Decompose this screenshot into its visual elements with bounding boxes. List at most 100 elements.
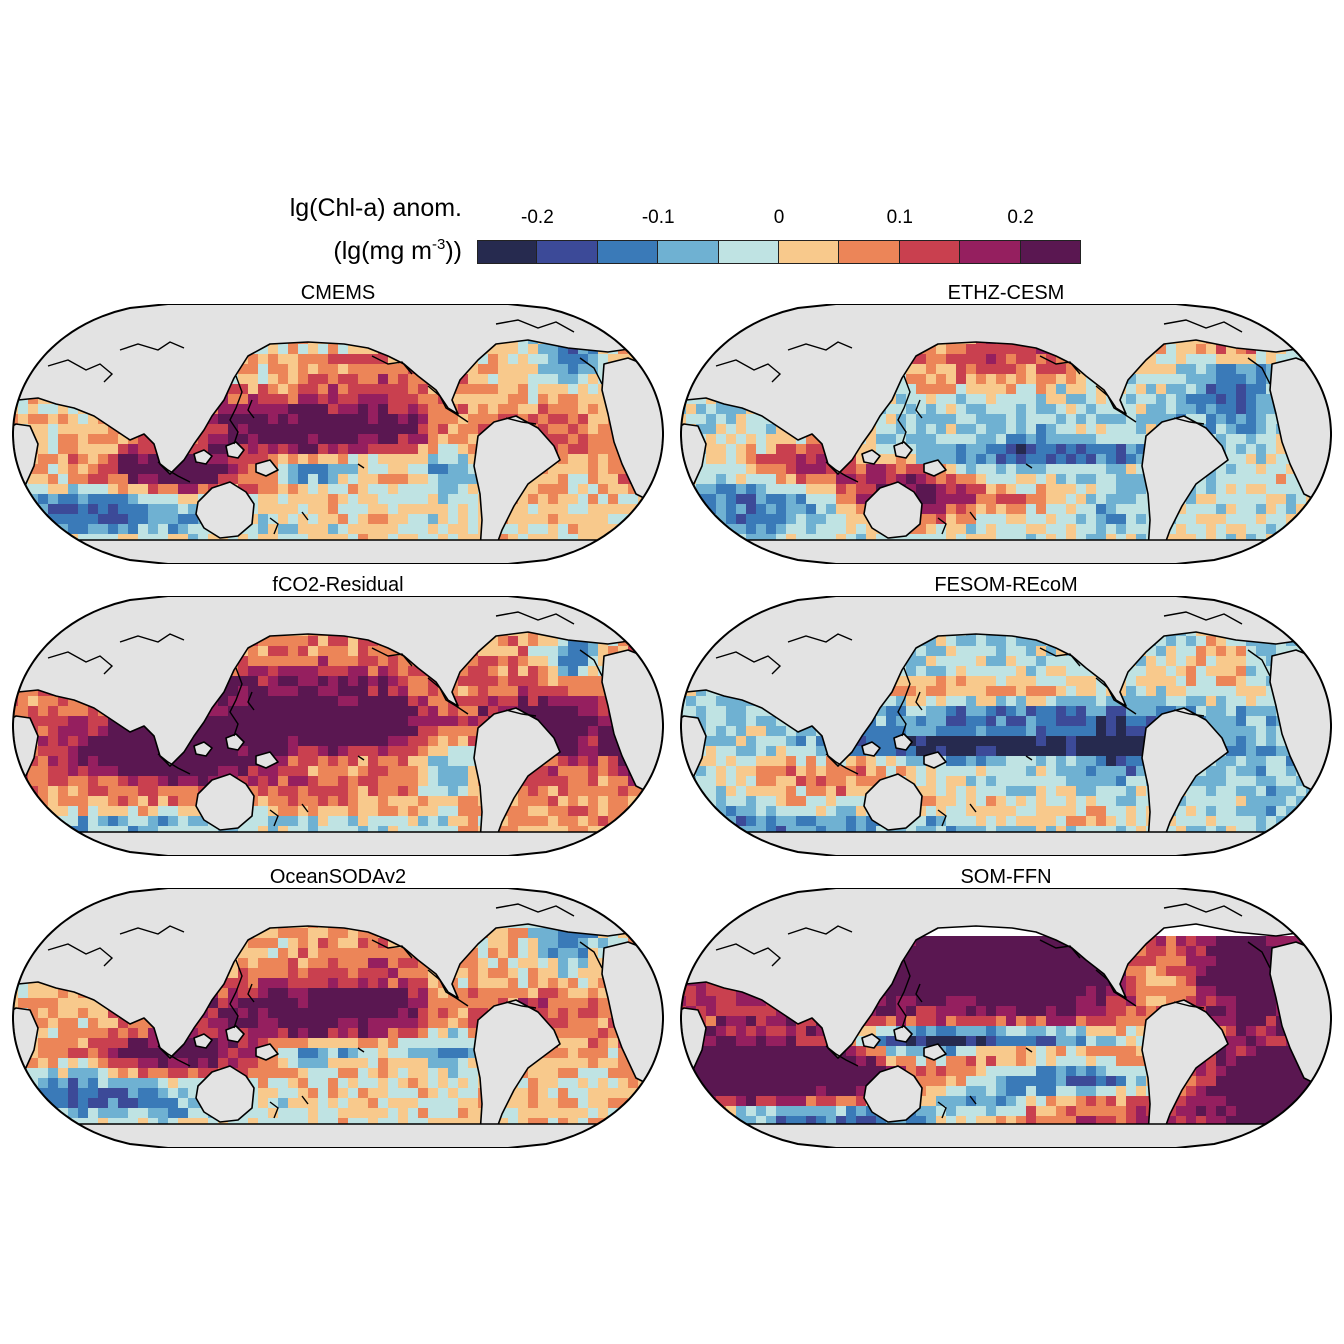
anomaly-cell bbox=[418, 474, 429, 485]
anomaly-cell bbox=[488, 636, 499, 647]
anomaly-cell bbox=[926, 706, 937, 717]
anomaly-cell bbox=[1236, 424, 1247, 435]
anomaly-cell bbox=[578, 484, 589, 495]
anomaly-cell bbox=[348, 796, 359, 807]
anomaly-cell bbox=[458, 766, 469, 777]
anomaly-cell bbox=[1206, 414, 1217, 425]
anomaly-cell bbox=[896, 474, 907, 485]
coastline bbox=[969, 511, 977, 521]
anomaly-cell bbox=[736, 424, 747, 435]
anomaly-cell bbox=[88, 706, 99, 717]
anomaly-cell bbox=[268, 524, 279, 535]
anomaly-cell bbox=[696, 484, 707, 495]
anomaly-cell bbox=[658, 504, 663, 515]
anomaly-cell bbox=[618, 796, 629, 807]
anomaly-cell bbox=[976, 706, 987, 717]
anomaly-cell bbox=[58, 726, 69, 737]
anomaly-cell bbox=[681, 344, 687, 355]
anomaly-cell bbox=[258, 484, 269, 495]
anomaly-cell bbox=[1056, 524, 1067, 535]
anomaly-cell bbox=[1176, 646, 1187, 657]
anomaly-cell bbox=[936, 636, 947, 647]
anomaly-cell bbox=[118, 776, 129, 787]
anomaly-cell bbox=[628, 494, 639, 505]
anomaly-cell bbox=[288, 524, 299, 535]
anomaly-cell bbox=[238, 454, 249, 465]
anomaly-cell bbox=[248, 766, 259, 777]
anomaly-cell bbox=[488, 384, 499, 395]
anomaly-cell bbox=[348, 746, 359, 757]
anomaly-cell bbox=[598, 424, 609, 435]
anomaly-cell bbox=[13, 816, 19, 827]
anomaly-cell bbox=[508, 636, 519, 647]
anomaly-cell bbox=[78, 806, 89, 817]
anomaly-cell bbox=[348, 364, 359, 375]
anomaly-cell bbox=[1136, 424, 1147, 435]
anomaly-cell bbox=[148, 736, 159, 747]
anomaly-cell bbox=[1136, 434, 1147, 445]
anomaly-cell bbox=[1126, 676, 1137, 687]
anomaly-cell bbox=[1086, 394, 1097, 405]
anomaly-cell bbox=[538, 424, 549, 435]
anomaly-cell bbox=[1186, 494, 1197, 505]
anomaly-cell bbox=[328, 484, 339, 495]
anomaly-cell bbox=[1106, 424, 1117, 435]
anomaly-cell bbox=[248, 676, 259, 687]
anomaly-cell bbox=[518, 524, 529, 535]
anomaly-cell bbox=[1206, 666, 1217, 677]
anomaly-cell bbox=[308, 434, 319, 445]
anomaly-cell bbox=[1326, 334, 1331, 345]
anomaly-cell bbox=[786, 484, 797, 495]
anomaly-cell bbox=[936, 494, 947, 505]
anomaly-cell bbox=[508, 676, 519, 687]
anomaly-cell bbox=[926, 424, 937, 435]
anomaly-cell bbox=[1266, 686, 1277, 697]
anomaly-cell bbox=[558, 666, 569, 677]
anomaly-cell bbox=[1226, 636, 1237, 647]
anomaly-cell bbox=[706, 524, 717, 535]
anomaly-cell bbox=[108, 444, 119, 455]
anomaly-cell bbox=[906, 464, 917, 475]
anomaly-cell bbox=[658, 334, 663, 345]
anomaly-cell bbox=[468, 816, 479, 827]
anomaly-cell bbox=[608, 464, 619, 475]
anomaly-cell bbox=[1126, 716, 1137, 727]
anomaly-cell bbox=[368, 354, 379, 365]
anomaly-cell bbox=[648, 514, 659, 525]
anomaly-cell bbox=[278, 696, 289, 707]
anomaly-cell bbox=[568, 816, 579, 827]
anomaly-cell bbox=[248, 696, 259, 707]
anomaly-cell bbox=[648, 334, 659, 345]
anomaly-cell bbox=[986, 464, 997, 475]
anomaly-cell bbox=[568, 524, 579, 535]
anomaly-cell bbox=[518, 364, 529, 375]
colorbar-units: (lg(mg m-3)) bbox=[333, 236, 462, 266]
anomaly-cell bbox=[288, 464, 299, 475]
anomaly-cell bbox=[886, 444, 897, 455]
anomaly-cell bbox=[1096, 474, 1107, 485]
anomaly-cell bbox=[936, 374, 947, 385]
anomaly-cell bbox=[13, 514, 19, 525]
anomaly-cell bbox=[756, 484, 767, 495]
anomaly-cell bbox=[58, 504, 69, 515]
anomaly-cell bbox=[478, 646, 489, 657]
anomaly-cell bbox=[288, 494, 299, 505]
anomaly-cell bbox=[328, 374, 339, 385]
anomaly-cell bbox=[378, 384, 389, 395]
anomaly-cell bbox=[756, 726, 767, 737]
anomaly-cell bbox=[398, 494, 409, 505]
anomaly-cell bbox=[298, 414, 309, 425]
anomaly-cell bbox=[876, 706, 887, 717]
anomaly-cell bbox=[608, 354, 619, 365]
anomaly-cell bbox=[48, 766, 59, 777]
anomaly-cell bbox=[18, 656, 29, 667]
anomaly-cell bbox=[528, 776, 539, 787]
anomaly-cell bbox=[1216, 636, 1227, 647]
anomaly-cell bbox=[108, 746, 119, 757]
anomaly-cell bbox=[288, 364, 299, 375]
anomaly-cell bbox=[1086, 404, 1097, 415]
anomaly-cell bbox=[1236, 364, 1247, 375]
anomaly-cell bbox=[776, 454, 787, 465]
anomaly-cell bbox=[1286, 534, 1297, 545]
anomaly-cell bbox=[1136, 676, 1147, 687]
